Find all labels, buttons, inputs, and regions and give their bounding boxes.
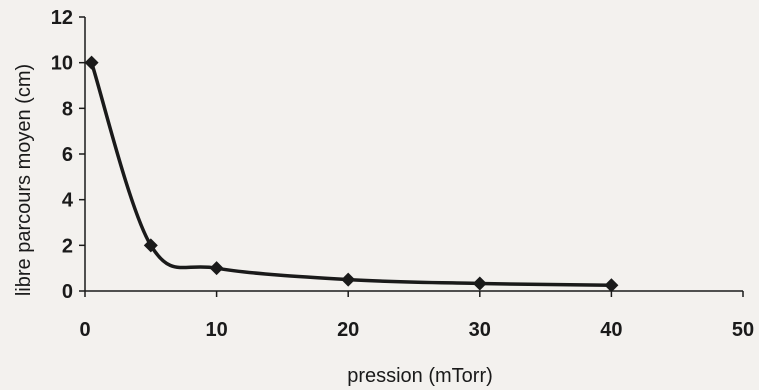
data-point-marker bbox=[604, 278, 619, 293]
y-tick-label: 10 bbox=[51, 53, 73, 75]
data-markers bbox=[84, 55, 619, 293]
x-tick-label: 10 bbox=[205, 319, 227, 341]
y-tick-label: 0 bbox=[62, 281, 73, 303]
y-tick-label: 2 bbox=[62, 235, 73, 257]
x-axis-title: pression (mTorr) bbox=[347, 365, 493, 387]
data-point-marker bbox=[143, 238, 158, 253]
y-tick-label: 8 bbox=[62, 98, 73, 120]
data-curve bbox=[89, 60, 614, 288]
y-axis: 0 2 4 6 8 10 12 bbox=[51, 7, 86, 303]
x-axis: 0 10 20 30 40 50 bbox=[79, 290, 754, 341]
y-tick-label: 6 bbox=[62, 144, 73, 166]
y-axis-title: libre parcours moyen (cm) bbox=[13, 64, 35, 296]
x-tick-label: 40 bbox=[600, 319, 622, 341]
data-point-marker bbox=[209, 261, 224, 276]
x-tick-label: 20 bbox=[337, 319, 359, 341]
x-tick-label: 0 bbox=[79, 319, 90, 341]
x-tick-label: 30 bbox=[469, 319, 491, 341]
data-point-marker bbox=[472, 276, 487, 291]
y-tick-label: 12 bbox=[51, 7, 73, 29]
data-point-marker bbox=[341, 272, 356, 287]
x-tick-label: 50 bbox=[732, 319, 754, 341]
y-tick-label: 4 bbox=[62, 190, 74, 212]
data-point-marker bbox=[84, 55, 99, 70]
